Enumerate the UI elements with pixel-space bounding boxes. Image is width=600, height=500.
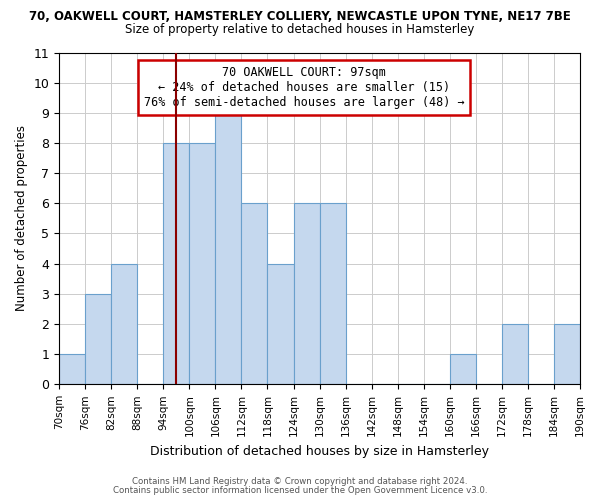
Bar — [59, 354, 85, 384]
Bar — [163, 143, 190, 384]
Bar — [450, 354, 476, 384]
Text: Size of property relative to detached houses in Hamsterley: Size of property relative to detached ho… — [125, 22, 475, 36]
Bar — [268, 264, 293, 384]
Bar — [554, 324, 580, 384]
Bar — [190, 143, 215, 384]
Text: 70 OAKWELL COURT: 97sqm
← 24% of detached houses are smaller (15)
76% of semi-de: 70 OAKWELL COURT: 97sqm ← 24% of detache… — [143, 66, 464, 109]
Bar — [241, 204, 268, 384]
Bar — [320, 204, 346, 384]
Y-axis label: Number of detached properties: Number of detached properties — [15, 126, 28, 312]
Text: Contains HM Land Registry data © Crown copyright and database right 2024.: Contains HM Land Registry data © Crown c… — [132, 477, 468, 486]
Text: Contains public sector information licensed under the Open Government Licence v3: Contains public sector information licen… — [113, 486, 487, 495]
X-axis label: Distribution of detached houses by size in Hamsterley: Distribution of detached houses by size … — [150, 444, 489, 458]
Bar — [293, 204, 320, 384]
Bar — [502, 324, 528, 384]
Text: 70, OAKWELL COURT, HAMSTERLEY COLLIERY, NEWCASTLE UPON TYNE, NE17 7BE: 70, OAKWELL COURT, HAMSTERLEY COLLIERY, … — [29, 10, 571, 23]
Bar — [215, 113, 241, 384]
Bar — [111, 264, 137, 384]
Bar — [85, 294, 111, 384]
